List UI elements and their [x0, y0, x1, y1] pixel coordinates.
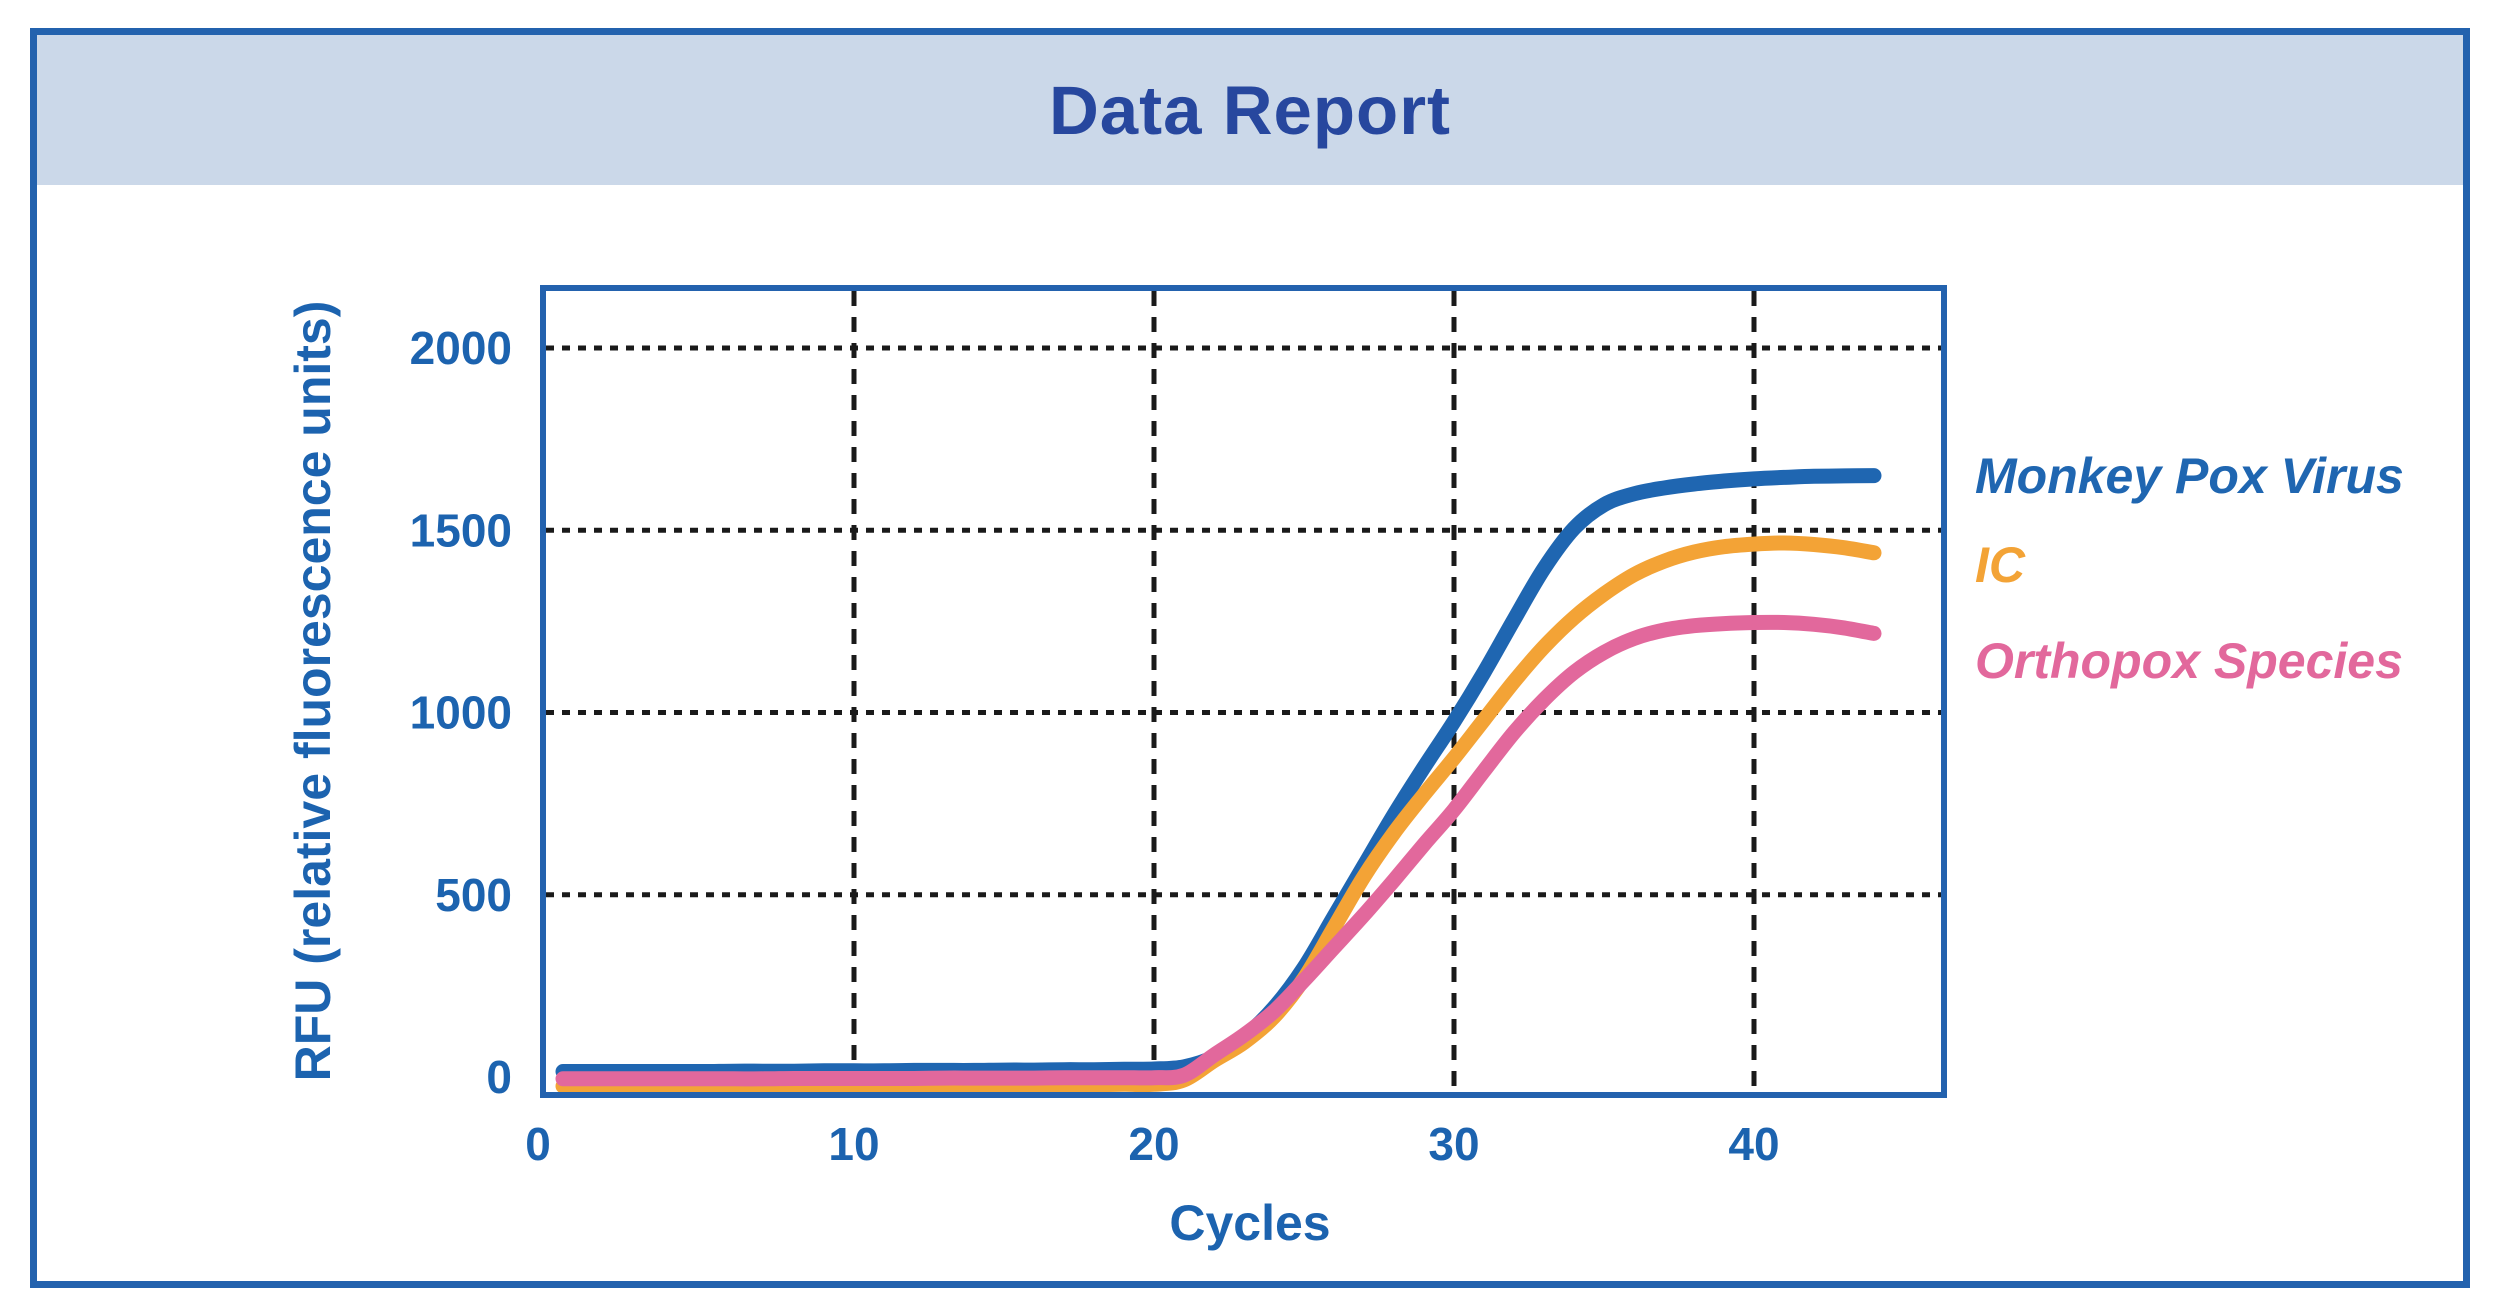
x-tick-label-0: 0: [525, 1118, 551, 1170]
series-layer: [555, 468, 1882, 1092]
x-tick-label-10: 10: [828, 1118, 879, 1170]
y-tick-label-1500: 1500: [410, 504, 512, 556]
legend-label-ic: IC: [1975, 537, 2026, 593]
legend: Monkey Pox Virus IC Orthopox Species: [1975, 448, 2404, 689]
report-header-band: Data Report: [37, 35, 2463, 185]
legend-label-monkey-pox-virus: Monkey Pox Virus: [1975, 448, 2404, 504]
x-tick-label-30: 30: [1428, 1118, 1479, 1170]
y-tick-label-1000: 1000: [410, 687, 512, 739]
grid-layer: [546, 291, 1941, 1092]
series-line-orthopox-species: [555, 614, 1882, 1087]
report-outer-frame: Data Report: [30, 28, 2470, 1288]
y-tick-label-0: 0: [486, 1051, 512, 1103]
y-tick-label-2000: 2000: [410, 322, 512, 374]
x-tick-label-20: 20: [1128, 1118, 1179, 1170]
y-tick-label-500: 500: [435, 869, 512, 921]
x-tick-label-40: 40: [1728, 1118, 1779, 1170]
y-tick-labels: 0 500 1000 1500 2000: [410, 322, 512, 1103]
legend-label-orthopox-species: Orthopox Species: [1975, 633, 2403, 689]
x-tick-labels: 0 10 20 30 40: [525, 1118, 1779, 1170]
plot-frame: [540, 285, 1947, 1098]
x-axis-title: Cycles: [1169, 1195, 1330, 1251]
y-axis-title: RFU (relative fluorescence units): [285, 301, 341, 1082]
series-line-monkey-pox-virus: [555, 468, 1882, 1080]
report-title: Data Report: [1048, 71, 1452, 149]
